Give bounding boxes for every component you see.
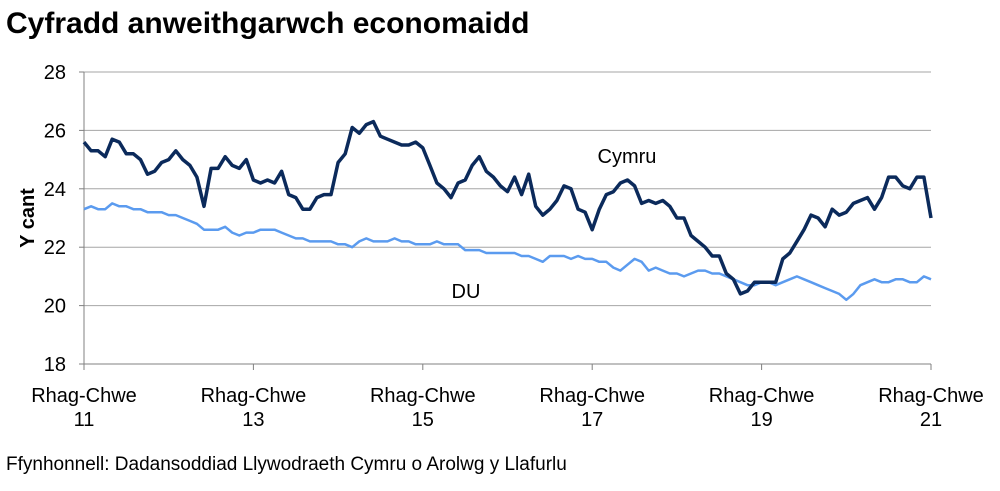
series-annotation: Cymru (598, 146, 657, 168)
x-tick-label: 21 (920, 409, 942, 431)
x-tick-label: Rhag-Chwe (709, 385, 815, 407)
x-tick-label: 13 (242, 409, 264, 431)
x-tick-label: Rhag-Chwe (878, 385, 984, 407)
y-axis-title: Y cant (17, 188, 39, 248)
y-tick-label: 20 (44, 296, 66, 318)
x-tick-label: Rhag-Chwe (31, 385, 137, 407)
y-tick-label: 18 (44, 354, 66, 376)
x-tick-label: Rhag-Chwe (370, 385, 476, 407)
x-tick-label: Rhag-Chwe (539, 385, 645, 407)
source-note: Ffynhonnell: Dadansoddiad Llywodraeth Cy… (6, 454, 567, 475)
y-tick-label: 28 (44, 62, 66, 84)
series-line (82, 119, 933, 296)
x-tick-label: 17 (581, 409, 603, 431)
x-tick-label: 19 (750, 409, 772, 431)
chart-title: Cyfradd anweithgarwch economaidd (6, 7, 529, 40)
series-annotation: DU (452, 281, 481, 303)
x-tick-label: Rhag-Chwe (201, 385, 307, 407)
x-tick-label: 15 (412, 409, 434, 431)
y-tick-label: 24 (44, 179, 66, 201)
x-tick-label: 11 (74, 409, 95, 431)
y-tick-label: 26 (44, 120, 66, 142)
y-tick-label: 22 (44, 237, 66, 259)
series-line (83, 202, 932, 302)
